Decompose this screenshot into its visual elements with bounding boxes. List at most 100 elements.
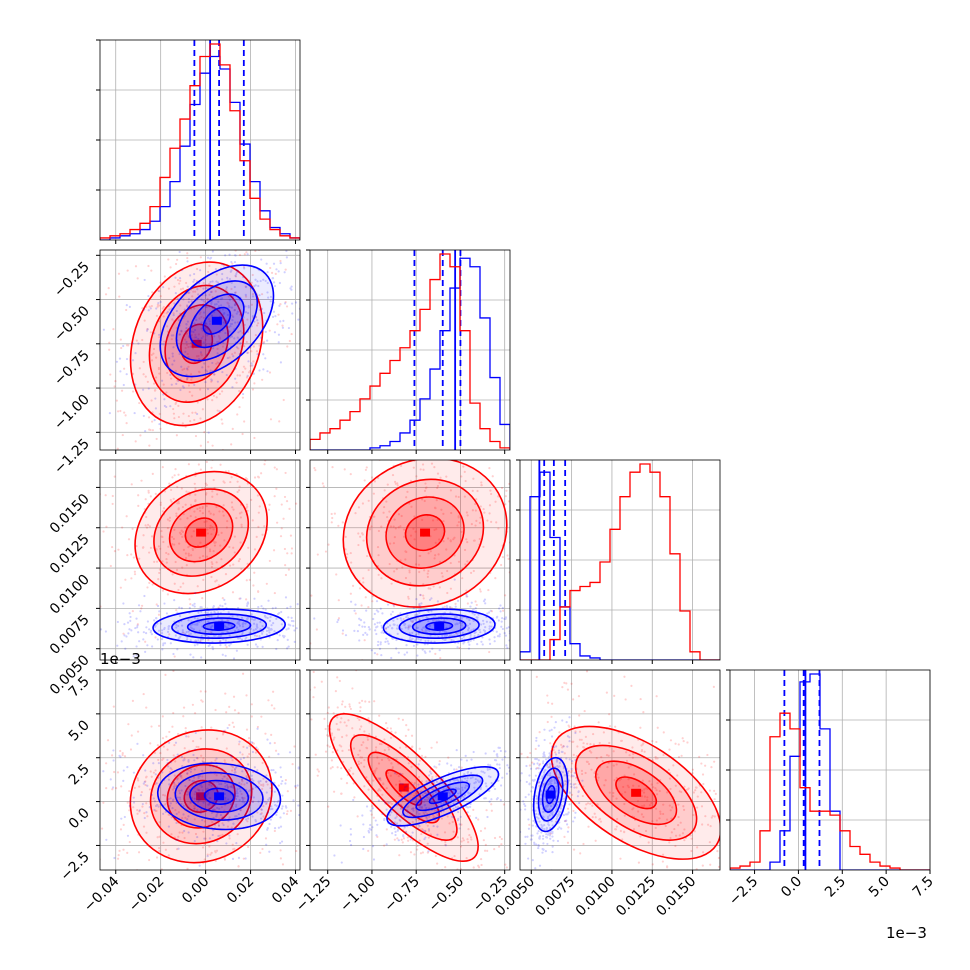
sample-point bbox=[186, 304, 189, 307]
sample-point bbox=[424, 630, 427, 633]
sample-point bbox=[469, 605, 472, 608]
sample-point bbox=[142, 825, 146, 828]
sample-point bbox=[378, 777, 381, 780]
sample-point bbox=[442, 540, 445, 543]
sample-point bbox=[332, 712, 335, 715]
sample-point bbox=[270, 235, 272, 237]
sample-point bbox=[228, 545, 231, 549]
sample-point bbox=[194, 516, 197, 519]
sample-point bbox=[221, 653, 224, 656]
sample-point bbox=[490, 781, 493, 785]
sample-point bbox=[453, 768, 456, 771]
sample-point bbox=[202, 801, 205, 804]
sample-point bbox=[116, 620, 119, 624]
sample-point bbox=[158, 821, 161, 824]
sample-point bbox=[397, 513, 401, 516]
sample-point bbox=[295, 502, 298, 505]
sample-point bbox=[162, 841, 165, 844]
sample-point bbox=[367, 499, 370, 502]
sample-point bbox=[258, 455, 260, 457]
sample-point bbox=[250, 281, 253, 284]
sample-point bbox=[193, 616, 197, 620]
sample-point bbox=[287, 645, 290, 648]
sample-point bbox=[497, 527, 500, 530]
sample-point bbox=[540, 621, 542, 623]
sample-point bbox=[263, 311, 266, 315]
sample-point bbox=[207, 803, 210, 806]
sample-point bbox=[199, 444, 202, 447]
sample-point bbox=[113, 475, 116, 478]
sample-point bbox=[215, 396, 218, 399]
sample-point bbox=[200, 315, 203, 319]
sample-point bbox=[374, 749, 377, 752]
sample-point bbox=[261, 761, 264, 765]
sample-point bbox=[337, 524, 340, 527]
sample-point bbox=[144, 498, 147, 501]
sample-point bbox=[443, 631, 446, 634]
sample-point bbox=[189, 770, 192, 773]
sample-point bbox=[313, 617, 316, 620]
sample-point bbox=[137, 604, 141, 607]
sample-point bbox=[173, 543, 176, 546]
sample-point bbox=[235, 626, 238, 629]
sample-point bbox=[179, 304, 182, 307]
sample-point bbox=[422, 468, 425, 471]
sample-point bbox=[207, 620, 210, 623]
sample-point bbox=[166, 593, 169, 596]
sample-point bbox=[450, 764, 453, 767]
sample-point bbox=[198, 339, 201, 343]
sample-point bbox=[209, 797, 212, 800]
sample-point bbox=[466, 541, 469, 544]
sample-point bbox=[179, 312, 182, 315]
sample-point bbox=[427, 828, 431, 831]
sample-point bbox=[306, 626, 308, 628]
sample-point bbox=[416, 844, 419, 847]
sample-point bbox=[226, 812, 229, 815]
sample-point bbox=[360, 756, 364, 759]
sample-point bbox=[238, 485, 241, 488]
sample-point bbox=[150, 633, 154, 636]
sample-point bbox=[365, 746, 368, 749]
sample-point bbox=[226, 313, 229, 317]
sample-point bbox=[167, 625, 170, 628]
sample-point bbox=[428, 598, 432, 601]
sample-point bbox=[157, 289, 160, 292]
sample-point bbox=[100, 827, 104, 830]
sample-point bbox=[506, 554, 509, 557]
sample-point bbox=[691, 768, 695, 771]
sample-point bbox=[340, 703, 344, 706]
sample-point bbox=[446, 762, 449, 765]
sample-point bbox=[393, 480, 397, 484]
sample-point bbox=[128, 874, 130, 876]
sample-point bbox=[538, 763, 542, 766]
sample-point bbox=[272, 262, 276, 265]
sample-point bbox=[157, 776, 160, 779]
sample-point bbox=[102, 801, 105, 804]
sample-point bbox=[180, 435, 182, 437]
sample-point bbox=[483, 432, 485, 434]
sample-point bbox=[261, 533, 264, 536]
sample-point bbox=[231, 386, 234, 389]
sample-point bbox=[153, 800, 157, 803]
sample-point bbox=[172, 334, 175, 337]
sample-point bbox=[196, 643, 199, 646]
sample-point bbox=[203, 820, 206, 823]
sample-point bbox=[238, 597, 241, 600]
sample-point bbox=[453, 536, 456, 539]
sample-point bbox=[446, 537, 450, 540]
sample-point bbox=[498, 766, 501, 770]
scatter-series-1 bbox=[100, 670, 298, 876]
sample-point bbox=[382, 511, 385, 514]
sample-point bbox=[177, 835, 180, 838]
sample-point bbox=[196, 288, 199, 291]
sample-point bbox=[456, 805, 460, 809]
sample-point bbox=[391, 832, 394, 835]
sample-point bbox=[264, 616, 267, 619]
sample-point bbox=[247, 360, 250, 363]
sample-point bbox=[266, 271, 269, 274]
sample-point bbox=[398, 746, 402, 749]
sample-point bbox=[377, 777, 380, 780]
sample-point bbox=[686, 788, 690, 791]
sample-point bbox=[623, 802, 626, 806]
y-tick-label: −2.5 bbox=[57, 849, 92, 884]
